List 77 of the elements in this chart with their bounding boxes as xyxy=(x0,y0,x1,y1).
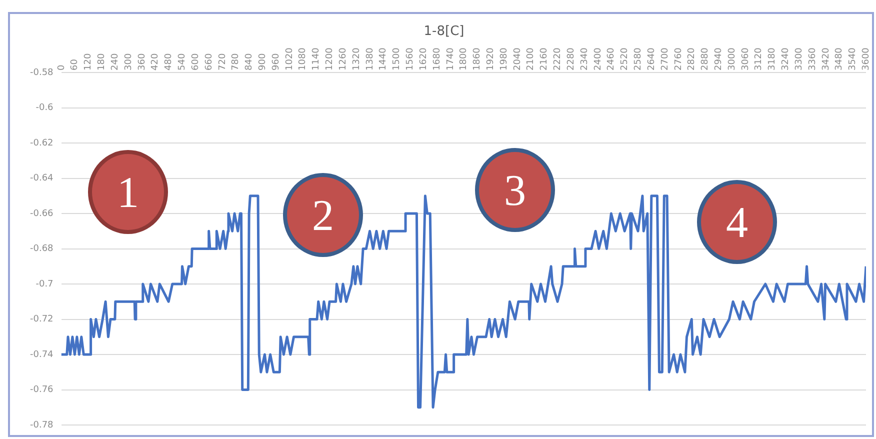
x-tick-label: 3060 xyxy=(740,47,751,71)
x-tick-label: 2820 xyxy=(687,47,698,71)
x-tick-label: 3600 xyxy=(862,47,872,71)
x-tick-label: 3240 xyxy=(781,47,792,71)
x-tick-label: 420 xyxy=(150,53,161,71)
y-tick-label: -0.68 xyxy=(30,244,54,254)
x-tick-label: 2220 xyxy=(553,47,564,71)
x-tick-label: 1380 xyxy=(365,47,376,71)
y-tick-label: -0.74 xyxy=(30,350,54,360)
x-tick-label: 1620 xyxy=(418,47,429,71)
x-tick-label: 2640 xyxy=(646,47,657,71)
x-tick-label: 2160 xyxy=(540,47,550,71)
x-tick-label: 2340 xyxy=(580,47,590,71)
y-tick-label: -0.58 xyxy=(30,68,54,78)
y-tick-label: -0.6 xyxy=(36,103,54,114)
x-tick-label: 3000 xyxy=(727,47,738,71)
x-tick-label: 2400 xyxy=(593,47,604,71)
x-tick-label: 3300 xyxy=(794,47,804,71)
y-tick-label: -0.7 xyxy=(36,279,54,290)
x-tick-label: 1500 xyxy=(392,47,402,71)
x-tick-label: 3120 xyxy=(754,47,764,71)
x-tick-label: 1440 xyxy=(378,47,389,71)
x-tick-label: 1320 xyxy=(352,47,362,71)
y-tick-label: -0.72 xyxy=(30,314,54,325)
x-tick-label: 180 xyxy=(97,53,108,71)
x-tick-label: 780 xyxy=(231,53,242,71)
chart-title: 1-8[C] xyxy=(424,24,464,40)
y-tick-label: -0.62 xyxy=(30,138,54,148)
x-tick-label: 1860 xyxy=(472,47,483,71)
x-tick-label: 240 xyxy=(110,53,120,71)
x-tick-label: 2040 xyxy=(512,47,523,71)
y-tick-label: -0.66 xyxy=(30,208,54,219)
x-tick-label: 2520 xyxy=(620,47,630,71)
x-tick-label: 60 xyxy=(70,58,80,71)
x-tick-label: 3480 xyxy=(834,47,845,71)
x-tick-label: 1080 xyxy=(298,47,308,71)
x-tick-label: 480 xyxy=(164,53,174,71)
x-tick-label: 3540 xyxy=(848,47,858,71)
x-tick-label: 660 xyxy=(204,53,214,71)
numbered-circle: 4 xyxy=(697,180,777,264)
x-tick-label: 2100 xyxy=(526,47,536,71)
x-tick-label: 900 xyxy=(258,53,268,71)
x-tick-label: 3180 xyxy=(768,47,778,71)
x-tick-label: 2700 xyxy=(660,47,670,71)
x-tick-label: 1800 xyxy=(459,47,470,71)
x-tick-label: 720 xyxy=(218,53,228,71)
y-tick-label: -0.76 xyxy=(30,385,54,396)
x-tick-label: 1260 xyxy=(338,47,348,71)
x-tick-label: 2880 xyxy=(700,47,711,71)
x-tick-label: 0 xyxy=(56,64,67,71)
numbered-circle: 2 xyxy=(283,173,363,257)
x-tick-label: 3360 xyxy=(808,47,818,71)
x-tick-label: 1680 xyxy=(432,47,442,71)
x-tick-label: 300 xyxy=(124,53,134,71)
numbered-circle: 3 xyxy=(475,148,555,232)
x-tick-label: 1020 xyxy=(284,47,295,71)
y-tick-label: -0.64 xyxy=(30,174,54,184)
x-tick-label: 600 xyxy=(190,53,201,71)
x-tick-label: 1140 xyxy=(312,47,322,71)
y-tick-label: -0.78 xyxy=(30,420,54,430)
x-tick-label: 1980 xyxy=(499,47,510,71)
x-tick-label: 120 xyxy=(84,53,94,71)
x-tick-label: 1560 xyxy=(406,47,416,71)
x-tick-label: 2940 xyxy=(714,47,724,71)
x-tick-label: 2460 xyxy=(606,47,617,71)
x-tick-label: 540 xyxy=(178,53,188,71)
x-tick-label: 2760 xyxy=(674,47,684,71)
x-tick-label: 960 xyxy=(271,53,282,71)
x-tick-label: 840 xyxy=(244,53,255,71)
x-tick-label: 1740 xyxy=(446,47,456,71)
x-tick-label: 1920 xyxy=(486,47,496,71)
x-tick-label: 1200 xyxy=(325,47,336,71)
x-tick-label: 2280 xyxy=(566,47,576,71)
numbered-circle: 1 xyxy=(88,150,168,234)
x-tick-label: 360 xyxy=(137,53,148,71)
x-tick-label: 2580 xyxy=(634,47,644,71)
x-tick-label: 3420 xyxy=(821,47,832,71)
